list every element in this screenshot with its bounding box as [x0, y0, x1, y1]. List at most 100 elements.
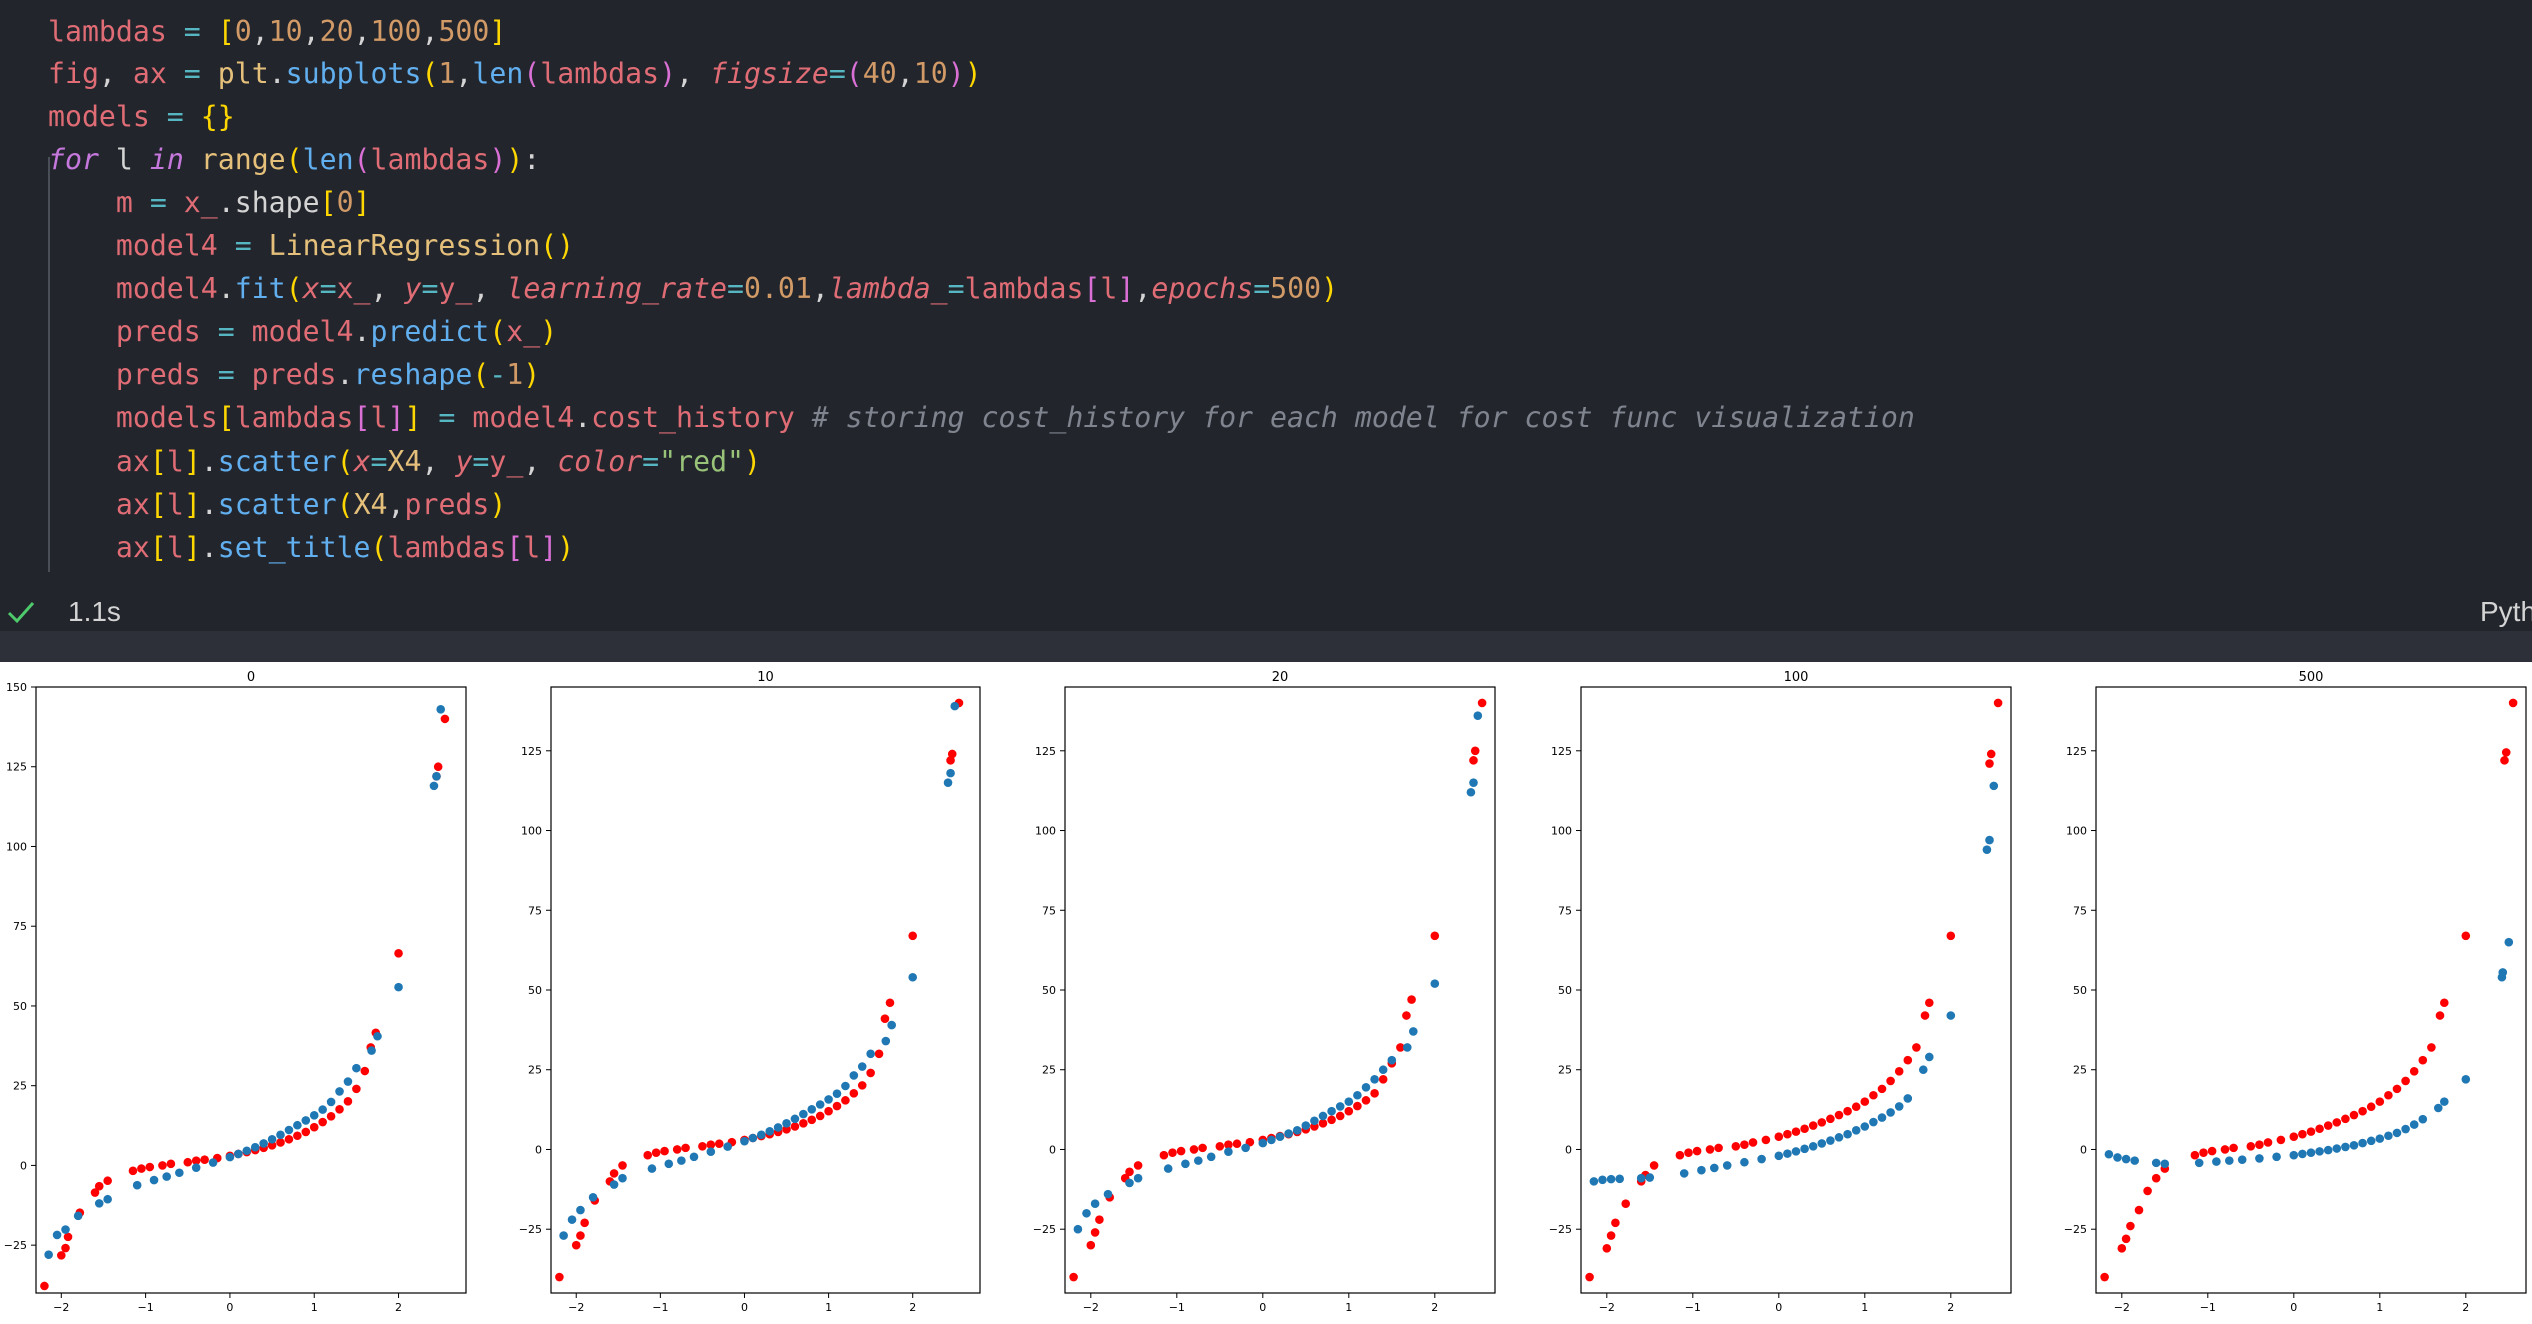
code-token: =: [132, 186, 184, 219]
code-token: (: [336, 488, 354, 521]
chart-title: 0: [247, 670, 255, 685]
red-point: [857, 1081, 867, 1090]
red-point: [1894, 1067, 1904, 1076]
code-token: ): [489, 143, 507, 176]
blue-point: [1783, 1149, 1792, 1158]
code-line[interactable]: preds = model4.predict(x_): [48, 311, 557, 353]
code-token: epochs: [1151, 272, 1254, 305]
blue-point: [335, 1087, 344, 1096]
code-line[interactable]: m = x_.shape[0]: [48, 182, 371, 224]
code-line[interactable]: ax[l].scatter(X4,preds): [48, 484, 506, 526]
code-token: ]: [183, 445, 201, 478]
blue-point: [1834, 1133, 1844, 1142]
red-point: [2500, 756, 2509, 765]
blue-point: [2384, 1131, 2393, 1141]
code-line[interactable]: model4.fit(x=x_, y=y_, learning_rate=0.0…: [48, 268, 1338, 310]
y-tick-label: 75: [2073, 904, 2087, 917]
code-token: [48, 229, 116, 262]
code-token: ]: [404, 401, 422, 434]
red-point: [309, 1122, 319, 1132]
code-token: [48, 186, 116, 219]
red-point: [137, 1164, 146, 1173]
blue-point: [1606, 1174, 1616, 1184]
red-point: [284, 1134, 294, 1144]
red-point: [326, 1112, 336, 1121]
code-token: ax: [115, 531, 150, 564]
code-token: =: [200, 358, 252, 391]
code-token: [: [149, 488, 167, 521]
red-point: [2121, 1234, 2131, 1244]
blue-point: [1860, 1122, 1870, 1131]
red-point: [2501, 748, 2511, 757]
blue-point: [2289, 1150, 2299, 1160]
red-point: [1886, 1076, 1895, 1086]
blue-point: [1645, 1173, 1655, 1182]
red-point: [63, 1232, 73, 1242]
blue-point: [1636, 1173, 1646, 1183]
code-line[interactable]: for l in range(len(lambdas)):: [48, 139, 540, 181]
blue-point: [1843, 1129, 1852, 1139]
axes-frame: [550, 686, 981, 1294]
red-point: [2315, 1124, 2324, 1134]
code-token: in: [149, 143, 184, 176]
red-point: [1993, 698, 2003, 708]
y-tick-label: 100: [1035, 825, 1056, 838]
red-point: [1585, 1272, 1594, 1282]
code-line[interactable]: ax[l].set_title(lambdas[l]): [48, 527, 574, 569]
code-token: range: [200, 143, 286, 176]
code-line[interactable]: preds = preds.reshape(-1): [48, 354, 540, 396]
x-tick-label: −2: [1599, 1301, 1615, 1314]
red-point: [1168, 1148, 1177, 1157]
red-point: [1740, 1140, 1749, 1149]
code-token: ): [947, 57, 965, 90]
x-tick-label: −2: [2114, 1301, 2130, 1314]
code-line[interactable]: ax[l].scatter(x=X4, y=y_, color="red"): [48, 441, 761, 483]
code-token: 0: [234, 15, 252, 48]
code-line[interactable]: models = {}: [48, 96, 235, 138]
blue-point: [1378, 1065, 1388, 1075]
code-line[interactable]: fig, ax = plt.subplots(1,len(lambdas), f…: [48, 53, 982, 95]
red-point: [660, 1146, 669, 1156]
blue-point: [1722, 1161, 1732, 1170]
red-point: [885, 998, 895, 1008]
code-line[interactable]: model4 = LinearRegression(): [48, 225, 574, 267]
blue-point: [832, 1089, 842, 1098]
x-tick-label: 1: [311, 1301, 318, 1314]
code-token: ]: [183, 488, 201, 521]
kernel-language-label[interactable]: Pyth: [2480, 596, 2532, 627]
code-token: (: [285, 143, 303, 176]
red-point: [335, 1104, 344, 1114]
code-token: [: [319, 186, 337, 219]
code-token: .: [336, 358, 354, 391]
code-token: =: [217, 229, 269, 262]
code-token: ax: [115, 488, 150, 521]
x-tick-label: 1: [825, 1301, 832, 1314]
red-point: [1189, 1145, 1199, 1154]
code-token: x: [353, 445, 371, 478]
blue-point: [887, 1020, 896, 1030]
blue-point: [1370, 1075, 1379, 1084]
code-token: ,: [472, 272, 507, 305]
red-point: [1086, 1240, 1096, 1250]
blue-point: [1361, 1082, 1371, 1092]
blue-point: [559, 1231, 568, 1240]
red-point: [2143, 1186, 2152, 1196]
code-token: ): [540, 315, 558, 348]
code-line[interactable]: lambdas = [0,10,20,100,500]: [48, 11, 506, 53]
y-tick-label: 25: [1042, 1064, 1056, 1077]
code-line[interactable]: models[lambdas[l]] = model4.cost_history…: [48, 397, 1915, 439]
red-point: [824, 1106, 833, 1116]
x-tick-label: 0: [2290, 1301, 2297, 1314]
red-point: [866, 1068, 875, 1078]
code-token: 10: [913, 57, 948, 90]
code-token: ]: [540, 531, 558, 564]
y-tick-label: 75: [528, 904, 542, 917]
y-tick-label: 0: [2080, 1143, 2087, 1156]
code-token: [48, 315, 116, 348]
blue-point: [318, 1105, 327, 1114]
red-point: [576, 1231, 585, 1240]
blue-point: [1791, 1147, 1801, 1156]
code-cell-editor[interactable]: lambdas = [0,10,20,100,500] fig, ax = plt…: [0, 0, 2532, 593]
red-point: [799, 1119, 808, 1128]
blue-point: [52, 1230, 62, 1240]
